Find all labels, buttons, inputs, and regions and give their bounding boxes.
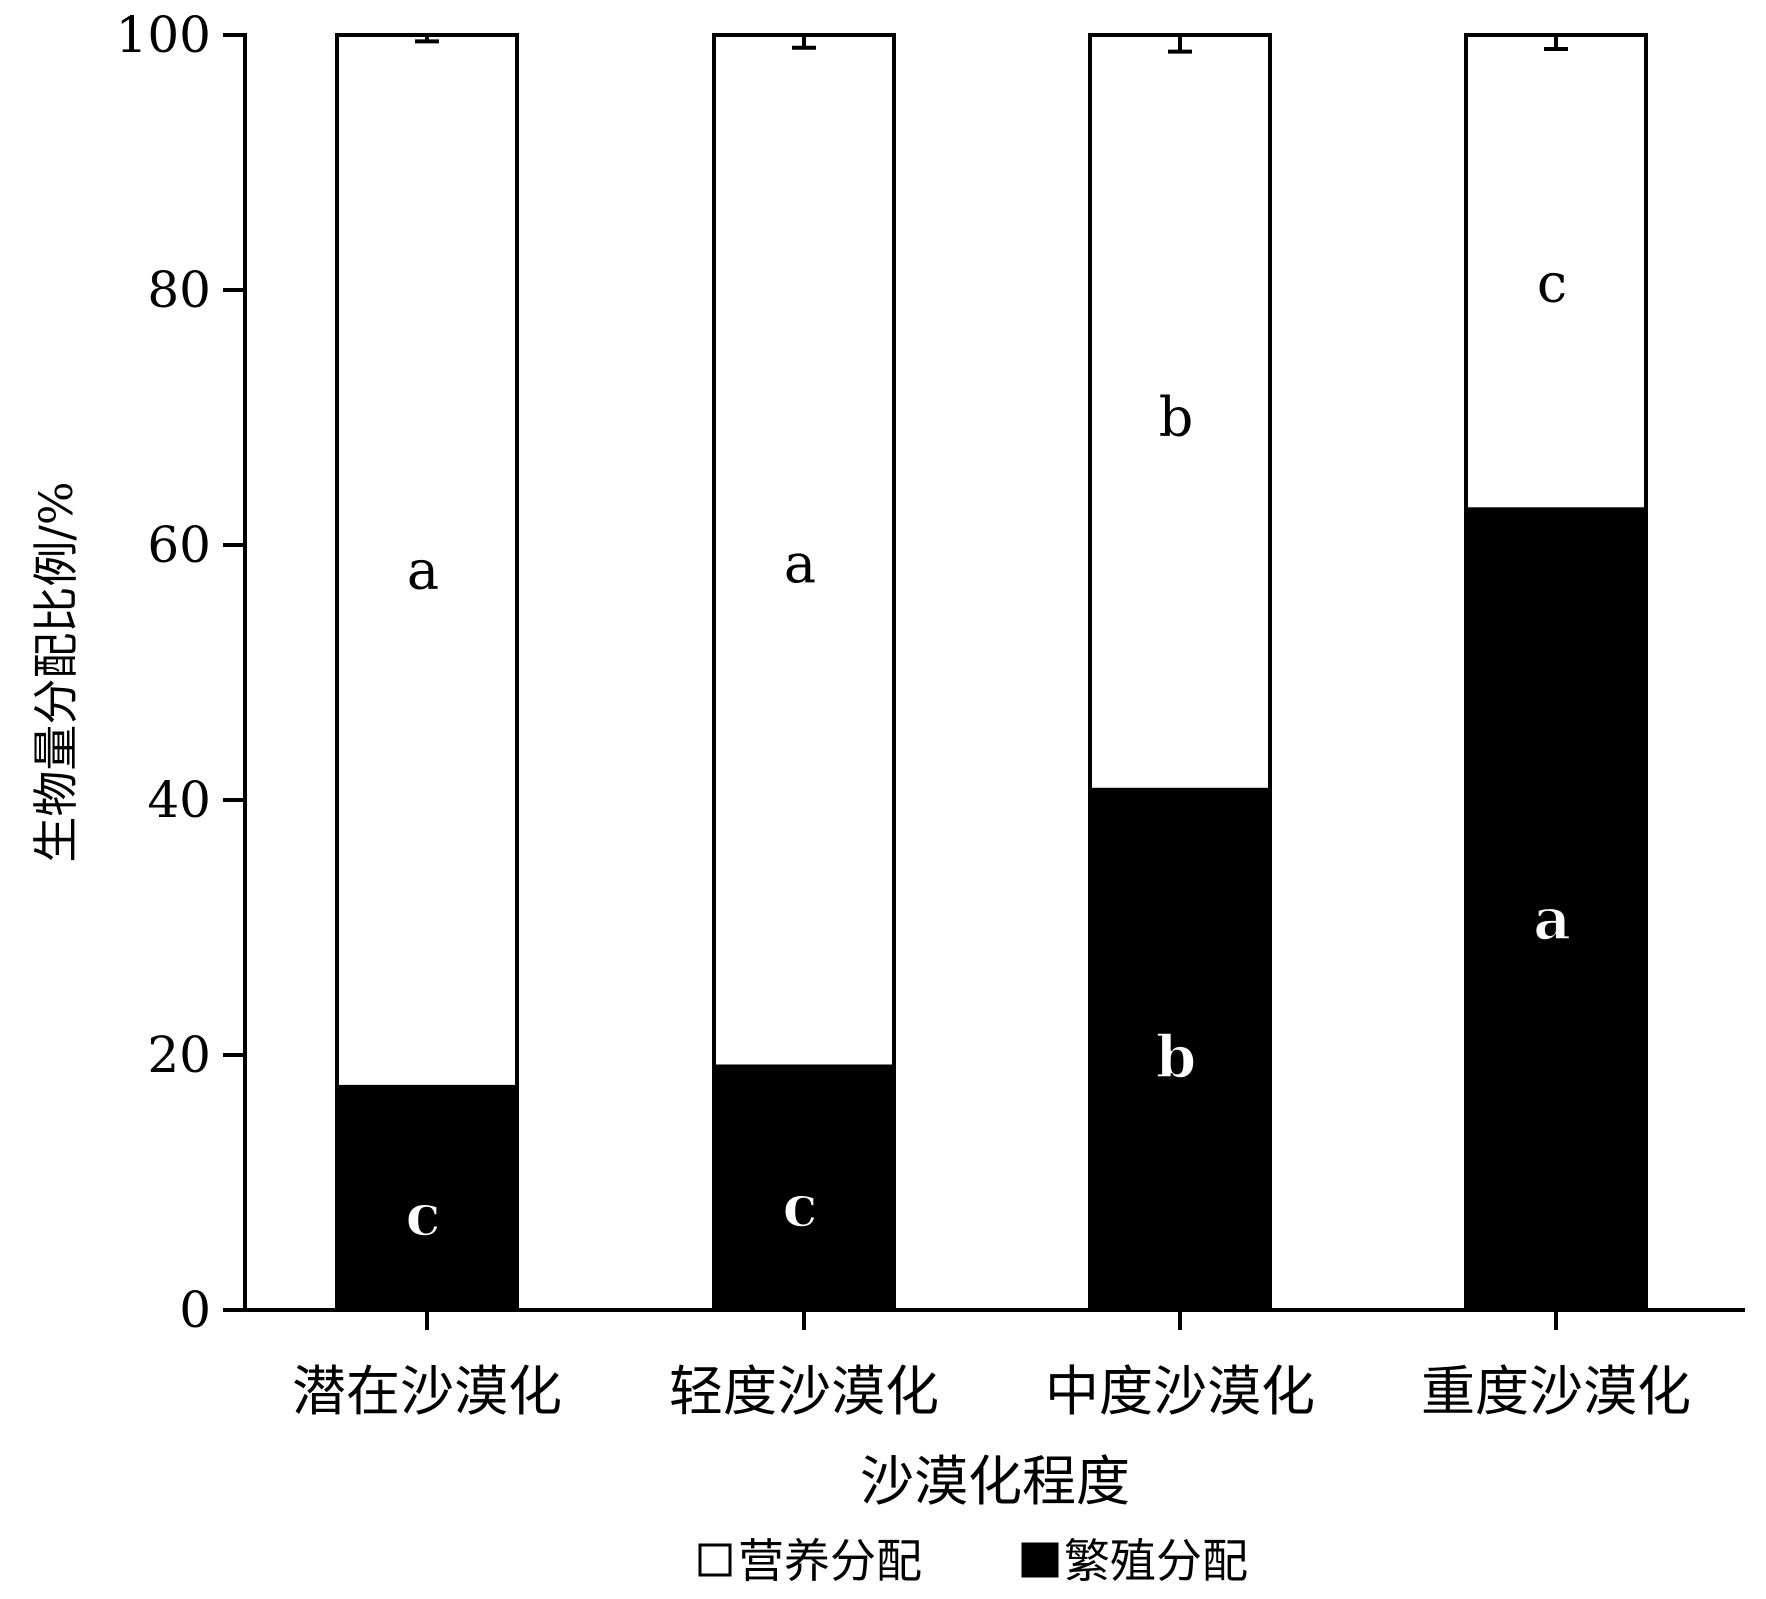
axes [243, 33, 1745, 1312]
sig-letter-vegetative-1: a [407, 539, 439, 602]
bars [335, 33, 1648, 1312]
y-tick-label-40: 40 [147, 771, 211, 829]
y-tick-label-20: 20 [147, 1026, 211, 1084]
x-axis-ticks: 潜在沙漠化 轻度沙漠化 中度沙漠化 重度沙漠化 [292, 1310, 1691, 1423]
bar-vegetative-3 [1088, 33, 1272, 792]
legend-swatch-reproductive [1021, 1542, 1059, 1578]
x-axis-label: 沙漠化程度 [860, 1450, 1130, 1513]
sig-letter-reproductive-4: a [1533, 885, 1571, 953]
y-axis-label: 生物量分配比例/% [29, 481, 83, 862]
legend-label-vegetative: 营养分配 [738, 1534, 922, 1588]
legend: 营养分配 繁殖分配 [698, 1534, 1248, 1588]
x-tick-label-4: 重度沙漠化 [1421, 1360, 1691, 1423]
y-tick-label-80: 80 [147, 261, 211, 319]
bar-vegetative-4 [1464, 33, 1648, 512]
sig-letter-reproductive-3: b [1156, 1023, 1197, 1091]
sig-letter-reproductive-1: c [405, 1181, 440, 1249]
y-tick-label-100: 100 [116, 6, 211, 64]
bar-reproductive-3 [1088, 787, 1272, 1312]
y-tick-label-60: 60 [147, 516, 211, 574]
significance-letters: c a c a b b a c [405, 252, 1572, 1250]
legend-label-reproductive: 繁殖分配 [1064, 1534, 1248, 1588]
x-tick-label-1: 潜在沙漠化 [292, 1360, 562, 1423]
sig-letter-reproductive-2: c [782, 1172, 817, 1240]
y-axis-ticks: 0 20 40 60 80 100 [116, 6, 245, 1339]
sig-letter-vegetative-4: c [1537, 252, 1567, 315]
x-tick-label-3: 中度沙漠化 [1045, 1360, 1315, 1423]
bar-reproductive-4 [1464, 507, 1648, 1312]
legend-swatch-vegetative [698, 1543, 732, 1577]
x-tick-label-2: 轻度沙漠化 [669, 1360, 939, 1423]
sig-letter-vegetative-3: b [1159, 386, 1194, 449]
bar-vegetative-1 [335, 33, 519, 1089]
sig-letter-vegetative-2: a [784, 532, 816, 595]
y-tick-label-0: 0 [179, 1281, 211, 1339]
